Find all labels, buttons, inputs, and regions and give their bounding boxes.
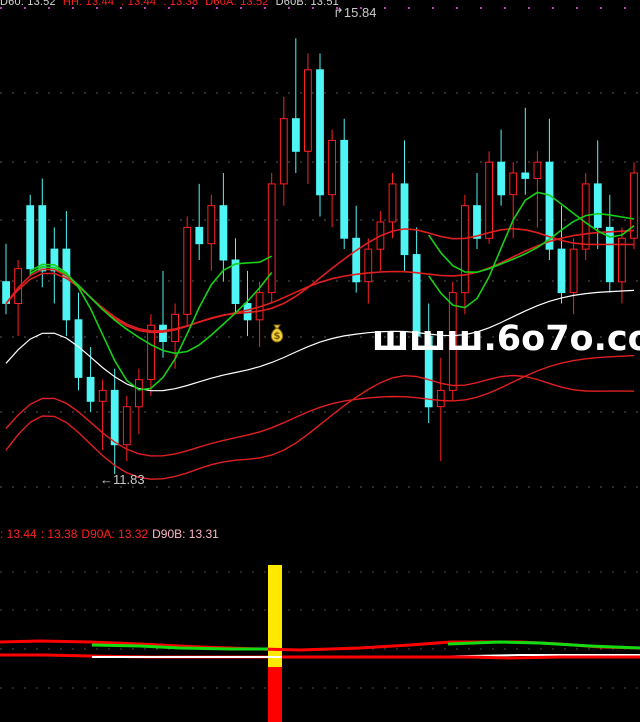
candle-body[interactable] bbox=[328, 139, 337, 196]
macd-pane[interactable] bbox=[0, 545, 640, 722]
header-segment-2: : 13.44 bbox=[121, 0, 157, 8]
candle-body[interactable] bbox=[340, 139, 349, 239]
ma-line bbox=[428, 212, 635, 274]
candle-body[interactable] bbox=[593, 183, 602, 228]
candle-body[interactable] bbox=[412, 254, 421, 337]
header-segment-3: : 13.38 bbox=[163, 0, 199, 8]
candle-body[interactable] bbox=[279, 118, 288, 185]
money-bag-icon[interactable]: $ bbox=[266, 322, 288, 344]
candle-body[interactable] bbox=[135, 379, 143, 408]
candle-body[interactable] bbox=[400, 183, 409, 256]
candle-body[interactable] bbox=[267, 183, 276, 294]
candle-body[interactable] bbox=[147, 324, 155, 381]
indicator-caption: : 13.44: 13.38 D90A: 13.32 D90B: 13.31 bbox=[0, 524, 640, 544]
low-price-callout: ←11.83 bbox=[100, 473, 145, 486]
macd-line bbox=[447, 640, 640, 650]
candle-body[interactable] bbox=[485, 161, 494, 239]
macd-line bbox=[282, 655, 640, 660]
ma-line bbox=[5, 227, 635, 334]
caption-segment-0: : 13.44 bbox=[0, 527, 37, 541]
ma-line bbox=[5, 229, 635, 332]
high-arrow-icon: ↱ bbox=[333, 5, 344, 20]
candle-body[interactable] bbox=[292, 118, 300, 152]
candle-body[interactable] bbox=[605, 226, 614, 283]
caption-segment-1: : 13.38 bbox=[40, 527, 78, 541]
low-price-value: 11.83 bbox=[113, 472, 145, 487]
candle-body[interactable] bbox=[110, 389, 119, 446]
candle-body[interactable] bbox=[316, 69, 324, 196]
candle-body[interactable] bbox=[461, 205, 469, 294]
candle-body[interactable] bbox=[231, 259, 240, 304]
macd-line bbox=[91, 643, 268, 651]
macd-signal-lines bbox=[0, 639, 640, 660]
macd-bar-negative[interactable] bbox=[268, 667, 282, 722]
candle-body[interactable] bbox=[26, 205, 35, 270]
low-arrow-icon: ← bbox=[100, 472, 113, 487]
candle-body[interactable] bbox=[618, 237, 626, 283]
candle-body[interactable] bbox=[509, 172, 518, 196]
candle-body[interactable] bbox=[448, 292, 457, 391]
header-segment-0: D60: 13.52 bbox=[0, 0, 56, 8]
candle-body[interactable] bbox=[569, 248, 578, 294]
price-pane-header: D60: 13.52 HH: 13.44 : 13.44 : 13.38 D60A: 1… bbox=[0, 0, 346, 10]
ma-line bbox=[5, 354, 635, 457]
ma-line bbox=[428, 191, 635, 309]
candle-body[interactable] bbox=[98, 389, 107, 402]
candle-body[interactable] bbox=[304, 69, 312, 152]
high-price-value: 15.84 bbox=[343, 5, 377, 20]
candle-body[interactable] bbox=[219, 205, 228, 261]
candle-body[interactable] bbox=[195, 226, 204, 245]
candle-body[interactable] bbox=[38, 205, 47, 272]
candle-body[interactable] bbox=[473, 205, 481, 239]
macd-bar-positive[interactable] bbox=[268, 565, 282, 667]
candle-body[interactable] bbox=[207, 205, 216, 245]
candle-body[interactable] bbox=[545, 161, 554, 250]
candle-body[interactable] bbox=[497, 161, 506, 196]
caption-segment-3: D90B: 13.31 bbox=[152, 527, 219, 541]
caption-segment-2: D90A: 13.32 bbox=[81, 527, 149, 541]
price-chart-svg[interactable] bbox=[0, 0, 640, 520]
price-pane[interactable]: $ ↱15.84 ←11.83 шшш.6o7o.com bbox=[0, 0, 640, 520]
site-watermark: шшш.6o7o.com bbox=[372, 319, 640, 359]
candle-body[interactable] bbox=[74, 319, 83, 378]
moving-average-lines bbox=[5, 191, 635, 480]
candle-body[interactable] bbox=[557, 248, 566, 294]
header-segment-1: HH: 13.44 bbox=[62, 0, 115, 8]
candle-body[interactable] bbox=[86, 376, 95, 402]
ma-line bbox=[29, 255, 273, 391]
candle-body[interactable] bbox=[364, 248, 373, 283]
candle-body[interactable] bbox=[183, 226, 192, 315]
macd-gridlines bbox=[0, 571, 640, 689]
candle-body[interactable] bbox=[424, 335, 433, 408]
candle-body[interactable] bbox=[533, 161, 542, 179]
header-segment-5: D60B: 13.51 bbox=[275, 0, 339, 8]
ma-line bbox=[5, 289, 635, 392]
ma-line bbox=[5, 374, 635, 480]
candle-body[interactable] bbox=[388, 183, 397, 223]
candle-body[interactable] bbox=[436, 389, 445, 408]
candle-body[interactable] bbox=[630, 172, 638, 239]
header-segment-4: D60A: 13.52 bbox=[205, 0, 269, 8]
candle-body[interactable] bbox=[521, 172, 530, 179]
candle-body[interactable] bbox=[352, 237, 361, 283]
high-price-callout: ↱15.84 bbox=[333, 6, 376, 19]
candle-body[interactable] bbox=[62, 248, 71, 321]
candlestick-series[interactable] bbox=[2, 38, 638, 475]
macd-chart-svg[interactable] bbox=[0, 545, 640, 722]
candle-body[interactable] bbox=[159, 324, 167, 343]
candle-body[interactable] bbox=[50, 248, 59, 272]
candle-body[interactable] bbox=[122, 406, 131, 446]
svg-text:$: $ bbox=[274, 331, 281, 342]
